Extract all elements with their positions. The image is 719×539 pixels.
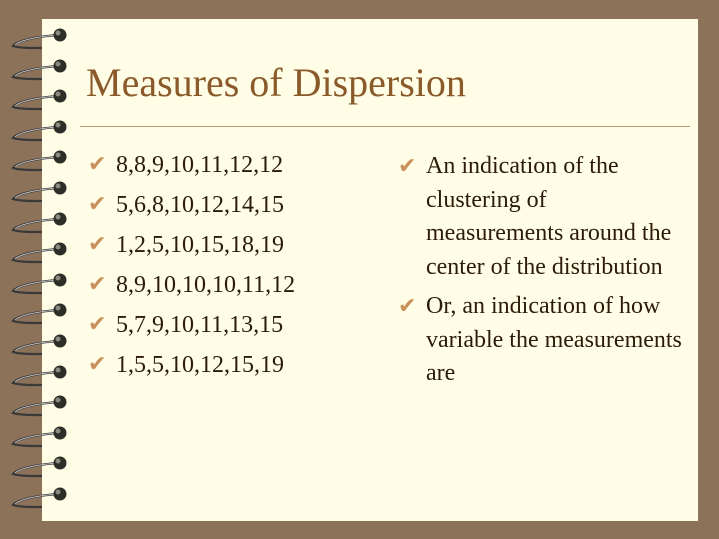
- spiral-ring-icon: [10, 26, 70, 50]
- title-divider: [80, 126, 690, 127]
- checkmark-icon: ✔: [88, 352, 107, 377]
- list-item: ✔ 5,7,9,10,11,13,15: [88, 312, 284, 338]
- list-item: ✔ 1,5,5,10,12,15,19: [88, 352, 284, 378]
- spiral-ring-icon: [10, 210, 70, 234]
- spiral-ring-icon: [10, 454, 70, 478]
- checkmark-icon: ✔: [88, 152, 107, 177]
- list-item: ✔ 8,9,10,10,10,11,12: [88, 272, 296, 298]
- spiral-ring-icon: [10, 332, 70, 356]
- definition-list: ✔ An indication of the clustering of meas…: [398, 150, 688, 397]
- checkmark-icon: ✔: [88, 272, 107, 297]
- list-item: ✔ 5,6,8,10,12,14,15: [88, 192, 284, 218]
- list-item: ✔ Or, an indication of how variable the m…: [398, 290, 688, 391]
- spiral-ring-icon: [10, 148, 70, 172]
- list-item: ✔ 1,2,5,10,15,18,19: [88, 232, 284, 258]
- notebook-page: [42, 19, 698, 521]
- checkmark-icon: ✔: [398, 154, 417, 179]
- spiral-ring-icon: [10, 393, 70, 417]
- list-item: ✔ An indication of the clustering of meas…: [398, 150, 688, 284]
- list-item: ✔ 8,8,9,10,11,12,12: [88, 152, 284, 178]
- spiral-ring-icon: [10, 87, 70, 111]
- slide-title: Measures of Dispersion: [86, 60, 466, 105]
- data-set-list: ✔ 8,8,9,10,11,12,12 ✔ 5,6,8,10,12,14,15 ✔ 1…: [88, 150, 295, 390]
- spiral-ring-icon: [10, 485, 70, 509]
- spiral-ring-icon: [10, 271, 70, 295]
- spiral-ring-icon: [10, 301, 70, 325]
- spiral-ring-icon: [10, 118, 70, 142]
- checkmark-icon: ✔: [88, 192, 107, 217]
- spiral-ring-icon: [10, 424, 70, 448]
- spiral-ring-icon: [10, 179, 70, 203]
- checkmark-icon: ✔: [88, 232, 107, 257]
- spiral-ring-icon: [10, 57, 70, 81]
- checkmark-icon: ✔: [88, 312, 107, 337]
- spiral-ring-icon: [10, 363, 70, 387]
- checkmark-icon: ✔: [398, 294, 417, 319]
- spiral-ring-icon: [10, 240, 70, 264]
